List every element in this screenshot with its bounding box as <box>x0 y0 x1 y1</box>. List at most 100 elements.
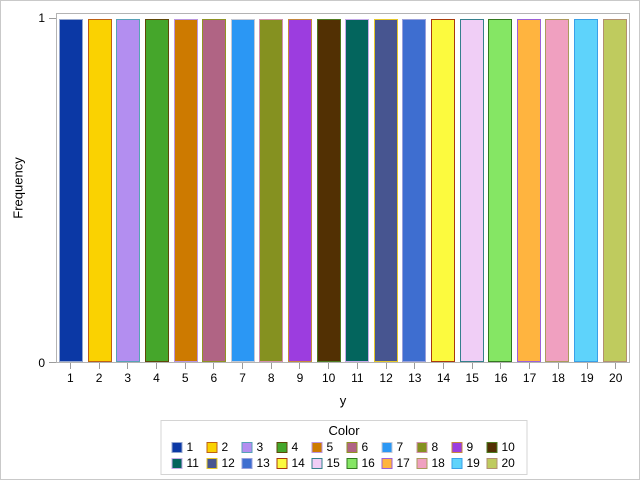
x-tick-mark <box>557 363 559 369</box>
bar-6 <box>202 19 227 362</box>
legend-label: 11 <box>186 456 199 470</box>
legend-swatch-icon <box>451 457 463 469</box>
legend-swatch-icon <box>486 441 498 453</box>
y-tick-mark-min <box>49 362 56 363</box>
x-tick-mark <box>270 363 272 369</box>
x-tick-label: 10 <box>322 371 336 385</box>
bar-5 <box>173 19 198 362</box>
x-tick-8: 8 <box>257 363 286 387</box>
x-tick-16: 16 <box>487 363 516 387</box>
x-tick-15: 15 <box>458 363 487 387</box>
x-tick-7: 7 <box>228 363 257 387</box>
legend-entry-3: 3 <box>241 440 272 454</box>
legend-swatch-icon <box>206 457 218 469</box>
bar-10 <box>316 19 341 362</box>
legend-label: 13 <box>256 456 270 470</box>
x-tick-mark <box>442 363 444 369</box>
x-tick-mark <box>529 363 531 369</box>
x-tick-2: 2 <box>85 363 114 387</box>
y-tick-label-max: 1 <box>38 11 45 25</box>
x-tick-label: 14 <box>436 371 451 385</box>
x-tick-9: 9 <box>286 363 315 387</box>
y-tick-mark-max <box>49 18 56 19</box>
x-tick-10: 10 <box>314 363 343 387</box>
bar-12 <box>373 19 398 362</box>
x-tick-3: 3 <box>113 363 142 387</box>
legend-entry-17: 17 <box>381 456 412 470</box>
legend-swatch-icon <box>451 441 463 453</box>
x-tick-label: 20 <box>609 371 623 385</box>
x-tick-label: 9 <box>296 371 304 385</box>
x-tick-label: 3 <box>124 371 132 385</box>
legend-swatch-icon <box>311 457 323 469</box>
legend-row-1: 1 2 3 4 5 6 7 8 9 10 <box>171 440 517 454</box>
legend-entry-6: 6 <box>346 440 377 454</box>
x-tick-14: 14 <box>429 363 458 387</box>
x-tick-label: 13 <box>408 371 422 385</box>
legend-entry-7: 7 <box>381 440 412 454</box>
bar-20 <box>602 19 627 362</box>
legend-entry-18: 18 <box>416 456 447 470</box>
x-tick-13: 13 <box>400 363 429 387</box>
bar-7 <box>230 19 255 362</box>
x-tick-mark <box>184 363 186 369</box>
x-tick-mark <box>98 363 100 369</box>
x-tick-11: 11 <box>343 363 372 387</box>
x-axis-title: y <box>339 393 347 408</box>
x-tick-mark <box>242 363 244 369</box>
legend-label: 3 <box>256 440 264 454</box>
legend: Color 1 2 3 4 5 6 7 8 9 10 11 12 13 14 15 16 17 18 19 20 <box>160 420 528 475</box>
legend-swatch-icon <box>416 441 428 453</box>
bar-17 <box>516 19 541 362</box>
legend-label: 8 <box>431 440 439 454</box>
x-tick-mark <box>328 363 330 369</box>
legend-entry-19: 19 <box>451 456 482 470</box>
x-tick-mark <box>213 363 215 369</box>
legend-swatch-icon <box>276 457 288 469</box>
bar-8 <box>259 19 284 362</box>
x-tick-label: 7 <box>239 371 246 385</box>
x-tick-label: 12 <box>379 371 393 385</box>
bar-18 <box>545 19 570 362</box>
legend-label: 7 <box>396 440 404 454</box>
x-tick-label: 5 <box>181 371 189 385</box>
legend-label: 14 <box>291 456 305 470</box>
legend-title: Color <box>328 423 360 438</box>
legend-swatch-icon <box>416 457 428 469</box>
x-tick-mark <box>586 363 588 369</box>
legend-entry-5: 5 <box>311 440 342 454</box>
legend-label: 18 <box>431 456 445 470</box>
legend-entry-8: 8 <box>416 440 447 454</box>
x-tick-label: 6 <box>210 371 218 385</box>
x-tick-label: 15 <box>465 371 479 385</box>
y-axis-title: Frequency <box>10 157 26 219</box>
x-tick-label: 17 <box>522 371 537 385</box>
legend-swatch-icon <box>241 457 253 469</box>
y-tick-label-min: 0 <box>38 356 45 370</box>
x-tick-4: 4 <box>142 363 171 387</box>
x-tick-5: 5 <box>171 363 200 387</box>
legend-label: 5 <box>326 440 334 454</box>
legend-label: 4 <box>291 440 299 454</box>
legend-entry-16: 16 <box>346 456 377 470</box>
x-tick-20: 20 <box>601 363 630 387</box>
x-tick-mark <box>356 363 358 369</box>
x-tick-label: 16 <box>494 371 508 385</box>
x-tick-label: 8 <box>267 371 275 385</box>
legend-swatch-icon <box>171 457 183 469</box>
legend-label: 1 <box>186 440 194 454</box>
legend-entry-2: 2 <box>206 440 237 454</box>
x-tick-label: 18 <box>551 371 565 385</box>
plot-area <box>56 13 630 363</box>
legend-swatch-icon <box>381 441 393 453</box>
x-tick-6: 6 <box>200 363 229 387</box>
bar-16 <box>488 19 513 362</box>
legend-entry-10: 10 <box>486 440 517 454</box>
x-tick-mark <box>127 363 129 369</box>
legend-entry-13: 13 <box>241 456 272 470</box>
legend-label: 9 <box>466 440 474 454</box>
legend-label: 15 <box>326 456 340 470</box>
legend-entry-4: 4 <box>276 440 307 454</box>
bar-9 <box>288 19 313 362</box>
